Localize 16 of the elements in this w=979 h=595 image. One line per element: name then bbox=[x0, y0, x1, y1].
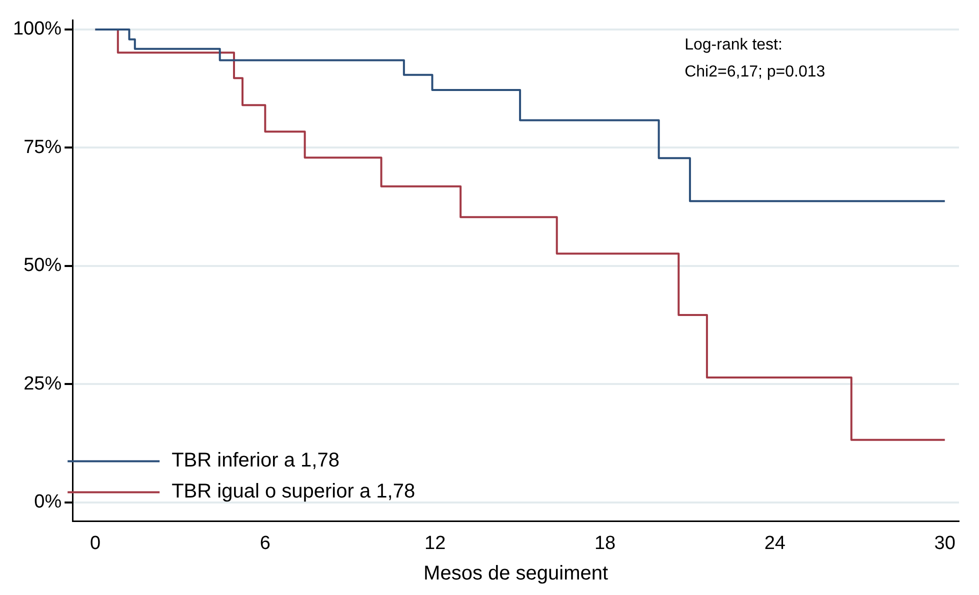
x-tick-label: 0 bbox=[90, 532, 101, 554]
y-tick-label: 0% bbox=[34, 492, 62, 513]
x-tick-label: 30 bbox=[934, 532, 956, 554]
x-tick-label: 12 bbox=[424, 532, 446, 554]
x-axis-title: Mesos de seguiment bbox=[424, 562, 609, 585]
x-tick-label: 18 bbox=[594, 532, 616, 554]
y-tick-label: 75% bbox=[24, 136, 62, 158]
annotation: Chi2=6,17; p=0.013 bbox=[684, 63, 826, 80]
legend-label: TBR igual o superior a 1,78 bbox=[172, 480, 416, 503]
annotation: Log-rank test: bbox=[684, 36, 782, 54]
x-tick-label: 24 bbox=[764, 532, 786, 554]
y-tick-label: 25% bbox=[24, 373, 62, 394]
y-tick-label: 100% bbox=[12, 18, 62, 40]
y-tick-label: 50% bbox=[24, 255, 62, 276]
x-tick-label: 6 bbox=[260, 532, 270, 554]
legend-label: TBR inferior a 1,78 bbox=[172, 450, 340, 472]
